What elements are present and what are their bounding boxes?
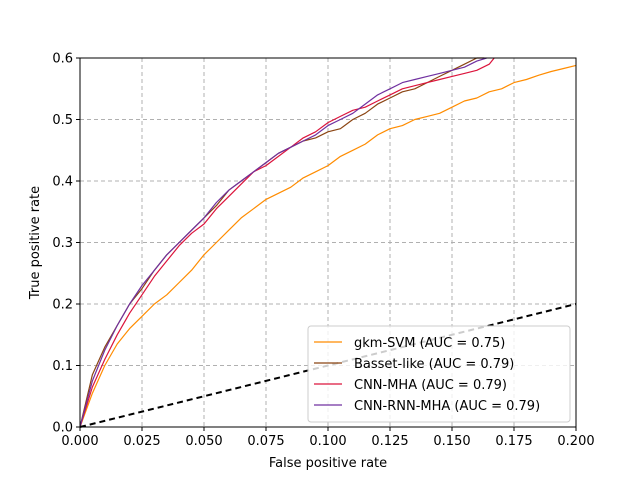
y-axis-label: True positive rate — [28, 186, 43, 300]
y-tick-label: 0.1 — [52, 359, 73, 374]
legend-box — [307, 325, 571, 423]
legend-label: CNN-RNN-MHA (AUC = 0.79) — [354, 399, 540, 414]
y-tick-label: 0.6 — [52, 52, 73, 67]
y-axis-ticks: 0.0 0.1 0.2 0.3 0.4 0.5 0.6 — [52, 52, 80, 436]
series-line-3 — [79, 57, 487, 428]
legend-label: gkm-SVM (AUC = 0.75) — [354, 336, 505, 351]
y-tick-label: 0.0 — [52, 421, 73, 436]
x-tick-label: 0.100 — [309, 434, 346, 449]
y-tick-label: 0.2 — [52, 298, 73, 313]
x-tick-label: 0.075 — [247, 434, 284, 449]
legend-label: Basset-like (AUC = 0.79) — [354, 357, 514, 372]
legend: gkm-SVM (AUC = 0.75) Basset-like (AUC = 0… — [307, 325, 571, 423]
x-axis-label: False positive rate — [269, 456, 387, 471]
x-tick-label: 0.125 — [371, 434, 408, 449]
x-tick-label: 0.000 — [61, 434, 98, 449]
x-tick-label: 0.175 — [495, 434, 532, 449]
legend-label: CNN-MHA (AUC = 0.79) — [354, 378, 507, 393]
x-tick-label: 0.200 — [557, 434, 594, 449]
x-axis-ticks: 0.000 0.025 0.050 0.075 0.100 0.125 0.150 0.175… — [61, 427, 595, 449]
series-line-0 — [79, 64, 577, 428]
y-tick-label: 0.3 — [52, 236, 73, 251]
x-tick-label: 0.150 — [433, 434, 470, 449]
x-tick-label: 0.025 — [123, 434, 160, 449]
x-tick-label: 0.050 — [185, 434, 222, 449]
y-tick-label: 0.5 — [52, 113, 73, 128]
y-tick-label: 0.4 — [52, 175, 73, 190]
